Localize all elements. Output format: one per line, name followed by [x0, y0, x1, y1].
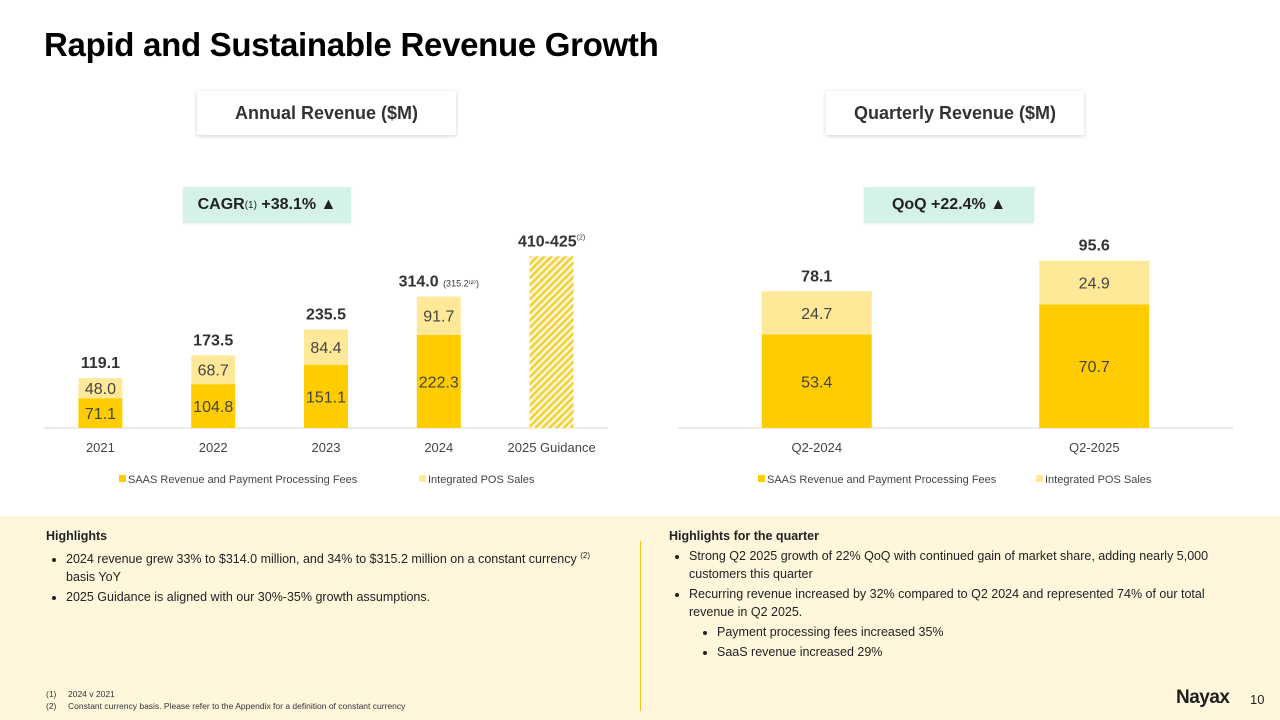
legend-label-saas: SAAS Revenue and Payment Processing Fees: [128, 474, 358, 486]
data-label-pos: 68.7: [198, 363, 229, 380]
total-note: (315.2⁽²⁾): [443, 279, 479, 289]
bar-saas: [761, 334, 872, 428]
legend-label-saas: SAAS Revenue and Payment Processing Fees: [767, 474, 997, 486]
quarterly-panel-title: Quarterly Revenue ($M): [826, 91, 1084, 135]
nayax-logo: Nayax: [1176, 687, 1230, 708]
legend-label-pos: Integrated POS Sales: [1045, 474, 1152, 486]
page-title: Rapid and Sustainable Revenue Growth: [44, 26, 659, 63]
x-tick-label: Q2-2025: [1069, 440, 1120, 455]
x-tick-label: 2022: [199, 440, 228, 455]
data-label-pos: 84.4: [310, 340, 341, 357]
highlights-divider: [640, 541, 641, 711]
legend-swatch-saas: [758, 475, 765, 482]
total-label: 95.6: [1079, 238, 1110, 255]
cagr-value: +38.1% ▲: [261, 196, 337, 213]
legend-swatch-saas: [119, 475, 126, 482]
legend-swatch-pos: [1036, 475, 1043, 482]
total-value: 410-425: [518, 233, 577, 250]
qoq-badge: QoQ +22.4% ▲: [864, 187, 1034, 223]
bar-saas: [1039, 304, 1150, 428]
bar-pos: [78, 378, 123, 399]
legend-swatch-pos: [419, 475, 426, 482]
data-label-pos: 24.7: [801, 306, 832, 323]
footnote-1: (1) 2024 v 2021: [46, 689, 115, 699]
data-label-saas: 53.4: [801, 374, 832, 391]
bar-pos: [416, 296, 461, 335]
qoq-value: QoQ +22.4% ▲: [891, 196, 1007, 213]
legend-label-pos: Integrated POS Sales: [428, 474, 535, 486]
quarter-highlights-heading: Highlights for the quarter: [669, 529, 819, 543]
footnotes: (1) 2024 v 2021 (2) Constant currency basi…: [46, 688, 405, 712]
total-value: 314.0: [399, 274, 443, 291]
cagr-footnote-ref: (1): [244, 199, 257, 211]
highlights-heading: Highlights: [46, 529, 108, 543]
quarter-highlight-subitem: Payment processing fees increased 35%: [717, 623, 1229, 641]
cagr-label: CAGR: [197, 196, 245, 213]
x-tick-label: 2024: [424, 440, 453, 455]
data-label-pos: 24.9: [1079, 275, 1110, 292]
quarterly-revenue-chart: 53.4 24.7 78.1 Q2-2024 70.7 24.9 95.6 Q2-2025 SA…: [678, 238, 1233, 486]
footnote-2: (2) Constant currency basis. Please refer…: [46, 701, 406, 711]
bar-saas: [78, 398, 123, 428]
highlight-item: 2025 Guidance is aligned with our 30%-35…: [66, 588, 606, 606]
data-label-saas: 151.1: [306, 389, 346, 406]
x-tick-label: 2021: [86, 440, 115, 455]
data-label-saas: 70.7: [1079, 359, 1110, 376]
bar-pos: [191, 355, 236, 385]
page-number: 10: [1250, 692, 1265, 707]
bar-saas: [191, 384, 236, 428]
data-label-saas: 222.3: [419, 374, 459, 391]
annual-revenue-chart: 71.1 48.0 119.1 2021 104.8 68.7 173.5 2022 151.1…: [44, 233, 608, 486]
total-label: 78.1: [801, 268, 832, 285]
data-label-pos: 91.7: [423, 309, 454, 326]
data-label-saas: 104.8: [193, 399, 233, 416]
total-label: 410-425(2): [518, 233, 585, 250]
bar-pos: [304, 329, 348, 365]
data-label-pos: 48.0: [85, 381, 116, 398]
x-tick-label: 2023: [312, 440, 341, 455]
total-label: 314.0 (315.2⁽²⁾): [399, 274, 479, 291]
quarter-highlight-item: Strong Q2 2025 growth of 22% QoQ with co…: [689, 547, 1229, 583]
quarter-highlight-item: Recurring revenue increased by 32% compa…: [689, 585, 1229, 621]
bar-saas: [416, 334, 461, 428]
data-label-saas: 71.1: [85, 406, 116, 423]
total-label: 173.5: [193, 332, 233, 349]
total-label: 119.1: [81, 355, 120, 372]
x-tick-label: Q2-2024: [791, 440, 842, 455]
charts-canvas: 71.1 48.0 119.1 2021 104.8 68.7 173.5 2022 151.1…: [44, 233, 1233, 486]
quarter-highlights: Highlights for the quarter Strong Q2 202…: [669, 527, 1229, 663]
annual-panel-title: Annual Revenue ($M): [197, 91, 456, 135]
cagr-badge: CAGR (1) +38.1% ▲: [183, 187, 351, 223]
bar-saas: [304, 364, 348, 428]
guidance-bar: [529, 256, 574, 428]
x-tick-label: 2025 Guidance: [508, 440, 596, 455]
bar-pos: [1039, 260, 1150, 305]
annual-highlights: Highlights 2024 revenue grew 33% to $314…: [46, 527, 606, 608]
quarter-highlight-subitem: SaaS revenue increased 29%: [717, 643, 1229, 661]
total-label: 235.5: [306, 306, 346, 323]
highlight-item: 2024 revenue grew 33% to $314.0 million,…: [66, 547, 606, 586]
bar-pos: [761, 291, 872, 335]
total-note: (2): [577, 234, 586, 241]
